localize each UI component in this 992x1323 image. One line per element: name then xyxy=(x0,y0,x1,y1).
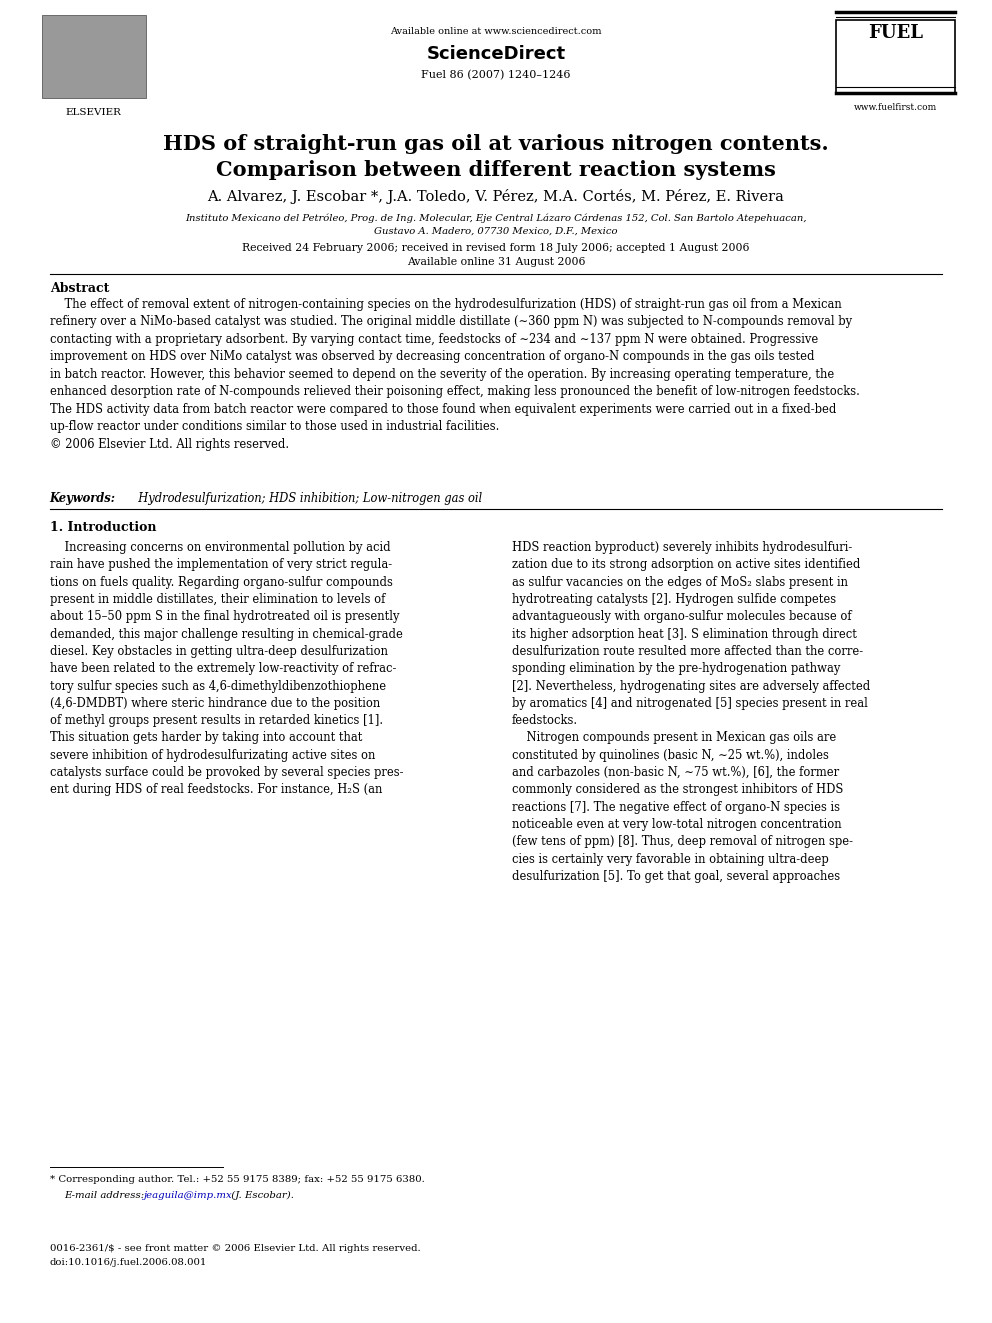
Text: www.fuelfirst.com: www.fuelfirst.com xyxy=(854,103,937,112)
Text: doi:10.1016/j.fuel.2006.08.001: doi:10.1016/j.fuel.2006.08.001 xyxy=(50,1258,207,1267)
Text: Available online 31 August 2006: Available online 31 August 2006 xyxy=(407,257,585,267)
Text: Comparison between different reaction systems: Comparison between different reaction sy… xyxy=(216,160,776,180)
Text: Gustavo A. Madero, 07730 Mexico, D.F., Mexico: Gustavo A. Madero, 07730 Mexico, D.F., M… xyxy=(374,226,618,235)
Text: (J. Escobar).: (J. Escobar). xyxy=(228,1191,295,1200)
Text: A. Alvarez, J. Escobar *, J.A. Toledo, V. Pérez, M.A. Cortés, M. Pérez, E. River: A. Alvarez, J. Escobar *, J.A. Toledo, V… xyxy=(207,189,785,204)
Text: ELSEVIER: ELSEVIER xyxy=(65,108,121,118)
Text: Abstract: Abstract xyxy=(50,282,109,295)
FancyBboxPatch shape xyxy=(42,15,146,98)
Text: Fuel 86 (2007) 1240–1246: Fuel 86 (2007) 1240–1246 xyxy=(422,70,570,81)
Text: Hydrodesulfurization; HDS inhibition; Low-nitrogen gas oil: Hydrodesulfurization; HDS inhibition; Lo… xyxy=(131,492,482,505)
Text: Keywords:: Keywords: xyxy=(50,492,116,505)
Text: Available online at www.sciencedirect.com: Available online at www.sciencedirect.co… xyxy=(390,26,602,36)
Text: HDS of straight-run gas oil at various nitrogen contents.: HDS of straight-run gas oil at various n… xyxy=(163,134,829,153)
Text: Received 24 February 2006; received in revised form 18 July 2006; accepted 1 Aug: Received 24 February 2006; received in r… xyxy=(242,243,750,254)
Text: 1. Introduction: 1. Introduction xyxy=(50,521,156,534)
Text: ScienceDirect: ScienceDirect xyxy=(427,45,565,64)
Text: HDS reaction byproduct) severely inhibits hydrodesulfuri-
zation due to its stro: HDS reaction byproduct) severely inhibit… xyxy=(512,541,870,882)
Text: jeaguila@imp.mx: jeaguila@imp.mx xyxy=(144,1191,232,1200)
Text: Increasing concerns on environmental pollution by acid
rain have pushed the impl: Increasing concerns on environmental pol… xyxy=(50,541,403,796)
Text: * Corresponding author. Tel.: +52 55 9175 8389; fax: +52 55 9175 6380.: * Corresponding author. Tel.: +52 55 917… xyxy=(50,1175,425,1184)
Text: FUEL: FUEL xyxy=(868,24,924,42)
Text: The effect of removal extent of nitrogen-containing species on the hydrodesulfur: The effect of removal extent of nitrogen… xyxy=(50,298,859,451)
Text: 0016-2361/$ - see front matter © 2006 Elsevier Ltd. All rights reserved.: 0016-2361/$ - see front matter © 2006 El… xyxy=(50,1244,421,1253)
Text: E-mail address:: E-mail address: xyxy=(64,1191,145,1200)
Text: Instituto Mexicano del Petróleo, Prog. de Ing. Molecular, Eje Central Lázaro Cár: Instituto Mexicano del Petróleo, Prog. d… xyxy=(186,213,806,222)
FancyBboxPatch shape xyxy=(836,20,955,93)
